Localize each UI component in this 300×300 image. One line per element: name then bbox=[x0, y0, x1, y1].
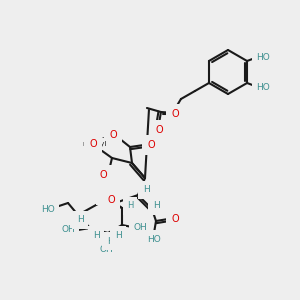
Text: O: O bbox=[99, 170, 107, 180]
Text: H: H bbox=[153, 202, 159, 211]
Text: HO: HO bbox=[147, 235, 161, 244]
Text: H: H bbox=[93, 230, 99, 239]
Text: HO: HO bbox=[256, 52, 270, 62]
Text: HO: HO bbox=[256, 82, 270, 91]
Text: H: H bbox=[115, 230, 122, 239]
Text: O: O bbox=[147, 140, 155, 150]
Text: O: O bbox=[171, 109, 179, 119]
Text: OH: OH bbox=[61, 226, 75, 235]
Text: H: H bbox=[76, 215, 83, 224]
Text: O: O bbox=[109, 130, 117, 140]
Text: HO: HO bbox=[41, 205, 55, 214]
Text: OH: OH bbox=[99, 245, 113, 254]
Text: methyl: methyl bbox=[83, 141, 107, 147]
Text: H: H bbox=[106, 236, 113, 245]
Text: O: O bbox=[107, 195, 115, 205]
Text: H: H bbox=[127, 202, 133, 211]
Text: O: O bbox=[171, 214, 179, 224]
Text: O: O bbox=[89, 139, 97, 149]
Text: O: O bbox=[101, 190, 109, 200]
Text: OH: OH bbox=[133, 223, 147, 232]
Text: O: O bbox=[155, 125, 163, 135]
Text: H: H bbox=[142, 185, 149, 194]
